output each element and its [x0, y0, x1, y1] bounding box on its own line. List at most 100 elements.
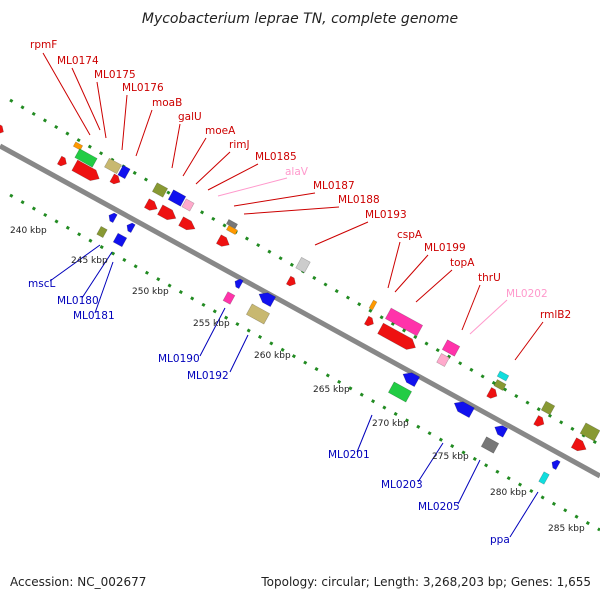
- gene-label-ppa[interactable]: ppa: [490, 534, 510, 546]
- tick-label-240: 240 kbp: [10, 226, 47, 236]
- leader-line-3: [121, 94, 128, 151]
- gene-label-ML0187[interactable]: ML0187: [313, 180, 355, 192]
- gene-glyph-34[interactable]: [112, 232, 128, 248]
- reverse-dotted-track: [9, 193, 600, 532]
- gene-label-ML0188[interactable]: ML0188: [338, 194, 380, 206]
- gene-label-ML0174[interactable]: ML0174: [57, 55, 99, 67]
- gene-label-ML0193[interactable]: ML0193: [365, 209, 407, 221]
- gene-glyph-14[interactable]: [226, 218, 238, 230]
- gene-glyph-35[interactable]: [233, 277, 244, 290]
- map-title: Mycobacterium leprae TN, complete genome: [142, 11, 458, 27]
- gene-glyph-19[interactable]: [368, 299, 378, 311]
- gene-label-thrU[interactable]: ML0202: [506, 288, 548, 300]
- gene-glyph-rpmF[interactable]: [0, 123, 6, 136]
- gene-label-ML0180[interactable]: ML0180: [57, 295, 99, 307]
- gene-label-ML0199[interactable]: ML0199: [424, 242, 466, 254]
- gene-glyph-40[interactable]: [387, 381, 413, 403]
- gene-glyph-22[interactable]: [377, 322, 419, 353]
- gene-glyph-31[interactable]: [570, 437, 589, 454]
- gene-glyph-44[interactable]: [550, 458, 561, 471]
- leader-line-21: [94, 261, 114, 314]
- gene-glyph-23[interactable]: [441, 339, 461, 357]
- gene-label-ML0176[interactable]: ML0176: [122, 82, 164, 94]
- gene-glyph-45[interactable]: [538, 471, 550, 485]
- leader-line-18: [514, 321, 544, 361]
- gene-glyph-21[interactable]: [384, 307, 424, 337]
- gene-glyph-28[interactable]: [540, 400, 556, 416]
- gene-glyph-20[interactable]: [363, 315, 375, 328]
- gene-glyph-42[interactable]: [492, 423, 509, 438]
- tick-label-275: 275 kbp: [432, 452, 469, 462]
- leader-line-24: [356, 414, 373, 453]
- gene-glyph-3[interactable]: [56, 155, 68, 168]
- gene-glyph-32[interactable]: [107, 211, 118, 224]
- gene-label-ML0203[interactable]: ML0203: [381, 479, 423, 491]
- tick-label-265: 265 kbp: [313, 385, 350, 395]
- gene-glyph-18[interactable]: [285, 275, 297, 288]
- gene-glyph-27[interactable]: [486, 387, 500, 400]
- leader-line-17: [469, 299, 508, 335]
- gene-glyph-13[interactable]: [178, 216, 198, 233]
- gene-glyph-11[interactable]: [143, 198, 159, 214]
- gene-glyph-mscL[interactable]: [96, 225, 108, 239]
- leader-line-0: [42, 52, 91, 136]
- gene-label-ML0205[interactable]: ML0205: [418, 501, 460, 513]
- gene-glyph-4[interactable]: [71, 159, 102, 184]
- gene-label-rimJ[interactable]: rimJ: [229, 139, 250, 151]
- gene-glyph-25[interactable]: [496, 370, 510, 382]
- gene-glyph-10[interactable]: [181, 198, 195, 212]
- gene-label-moeA[interactable]: moeA: [205, 125, 236, 137]
- leader-line-7: [195, 151, 231, 185]
- leader-line-16: [461, 284, 481, 331]
- gene-glyph-38[interactable]: [245, 303, 271, 325]
- gene-glyph-37[interactable]: [256, 289, 277, 308]
- gene-label-ML0185[interactable]: ML0185: [255, 151, 297, 163]
- gene-label-rmlB2[interactable]: rmlB2: [540, 309, 571, 321]
- gene-label-mscL[interactable]: mscL: [28, 278, 55, 290]
- gene-glyph-9[interactable]: [167, 189, 187, 207]
- gene-label-moaB[interactable]: moaB: [152, 97, 182, 109]
- gene-glyph-5[interactable]: [104, 157, 122, 175]
- gene-glyph-8[interactable]: [151, 182, 169, 198]
- leader-line-22: [199, 307, 226, 357]
- gene-glyph-30[interactable]: [579, 422, 600, 442]
- leader-line-15: [415, 269, 453, 303]
- gene-label-ML0181[interactable]: ML0181: [73, 310, 115, 322]
- tick-label-260: 260 kbp: [254, 351, 291, 361]
- gene-glyph-17[interactable]: [295, 256, 311, 274]
- gene-glyph-1[interactable]: [72, 141, 84, 151]
- gene-glyph-43[interactable]: [480, 436, 500, 454]
- gene-glyph-26[interactable]: [493, 379, 507, 391]
- tick-label-250: 250 kbp: [132, 287, 169, 297]
- tick-label-245: 245 kbp: [71, 256, 108, 266]
- leader-line-8: [207, 163, 259, 191]
- gene-label-rpmF[interactable]: rpmF: [30, 39, 57, 51]
- gene-glyph-39[interactable]: [400, 369, 421, 388]
- gene-glyph-24[interactable]: [436, 353, 450, 367]
- gene-label-alaV[interactable]: alaV: [285, 166, 309, 178]
- gene-glyph-33[interactable]: [125, 221, 136, 234]
- gene-glyph-12[interactable]: [157, 204, 178, 223]
- leader-line-19: [49, 244, 101, 282]
- gene-glyph-36[interactable]: [222, 291, 236, 305]
- gene-glyph-29[interactable]: [533, 415, 547, 428]
- tick-label-255: 255 kbp: [193, 319, 230, 329]
- gene-glyph-41[interactable]: [452, 398, 475, 419]
- gene-label-ML0175[interactable]: ML0175: [94, 69, 136, 81]
- leader-line-1: [71, 67, 101, 131]
- leader-line-4: [135, 109, 153, 157]
- gene-label-topA[interactable]: topA: [450, 257, 475, 269]
- gene-label-ML0192[interactable]: ML0192: [187, 370, 229, 382]
- gene-label-cspA[interactable]: cspA: [397, 229, 423, 241]
- gene-glyph-2[interactable]: [74, 148, 98, 168]
- gene-glyph-6[interactable]: [117, 164, 131, 180]
- gene-glyph-7[interactable]: [109, 173, 122, 186]
- leader-line-26: [457, 459, 481, 505]
- gene-label-ML0201[interactable]: ML0201: [328, 449, 370, 461]
- gene-glyph-16[interactable]: [215, 234, 231, 250]
- gene-label-galU[interactable]: galU: [178, 111, 202, 123]
- leader-line-6: [182, 137, 207, 177]
- gene-glyph-15[interactable]: [226, 224, 238, 236]
- gene-label-ML0190[interactable]: ML0190: [158, 353, 200, 365]
- gene-label-ML0202[interactable]: thrU: [478, 272, 501, 284]
